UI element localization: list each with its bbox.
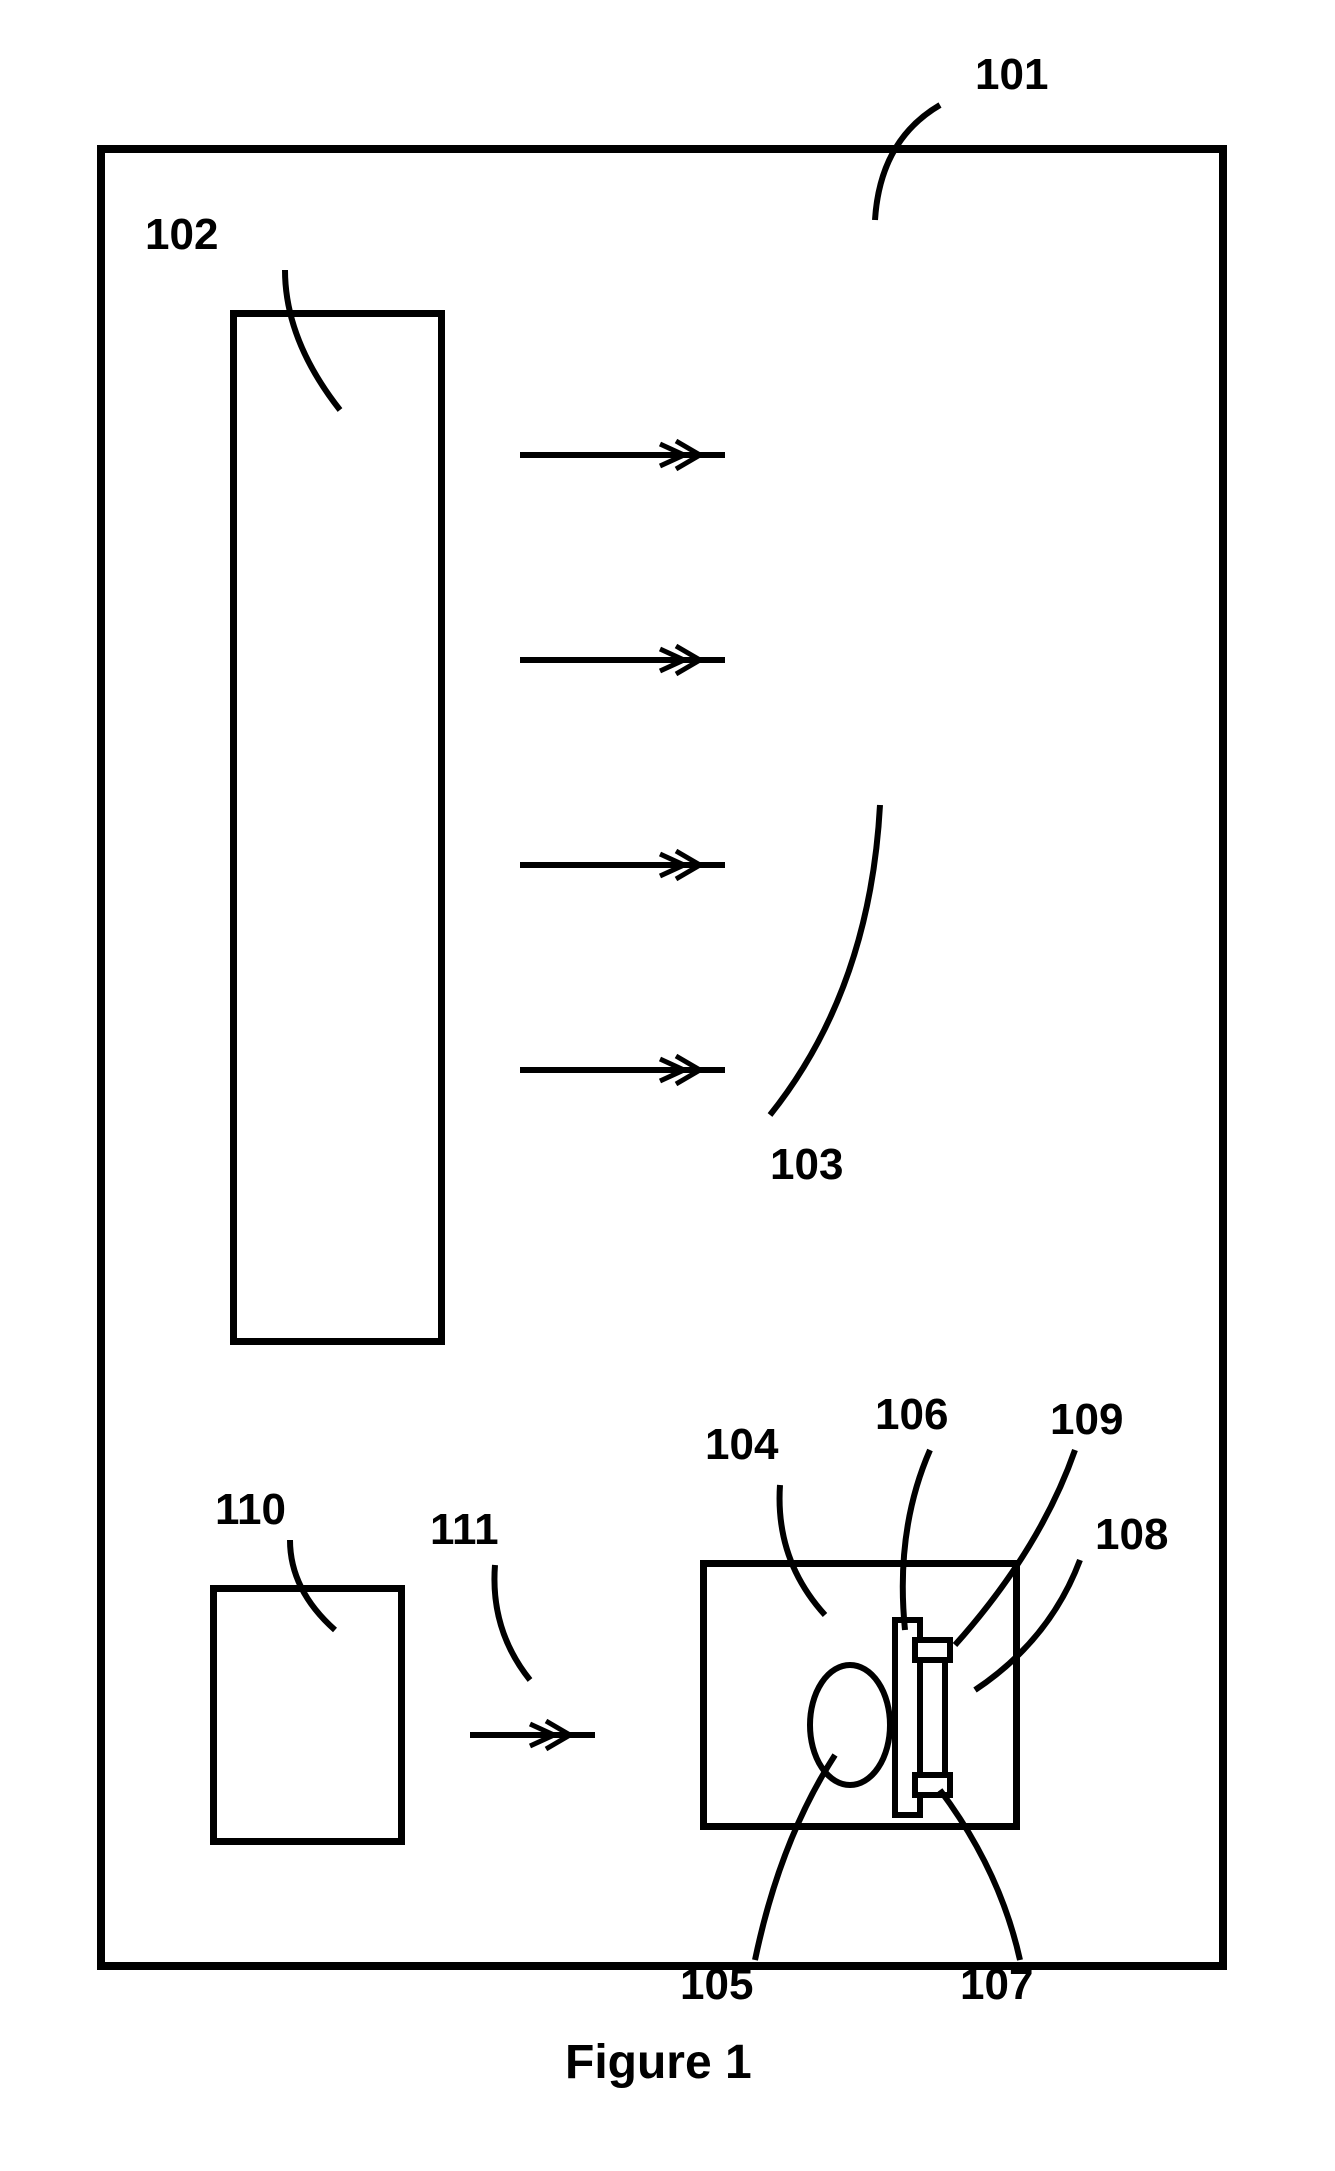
- label-107: 107: [960, 1960, 1033, 2010]
- label-110: 110: [215, 1485, 286, 1535]
- label-101: 101: [975, 50, 1048, 100]
- patent-figure-page: 101 102 103 104 105 106 107 108 109 110 …: [0, 0, 1335, 2171]
- figure-caption: Figure 1: [565, 2035, 752, 2090]
- label-104: 104: [705, 1420, 778, 1470]
- label-111: 111: [430, 1505, 499, 1555]
- leader-lines: [0, 0, 1335, 2171]
- label-105: 105: [680, 1960, 753, 2010]
- label-108: 108: [1095, 1510, 1168, 1560]
- label-106: 106: [875, 1390, 948, 1440]
- label-103: 103: [770, 1140, 843, 1190]
- label-109: 109: [1050, 1395, 1123, 1445]
- label-102: 102: [145, 210, 218, 260]
